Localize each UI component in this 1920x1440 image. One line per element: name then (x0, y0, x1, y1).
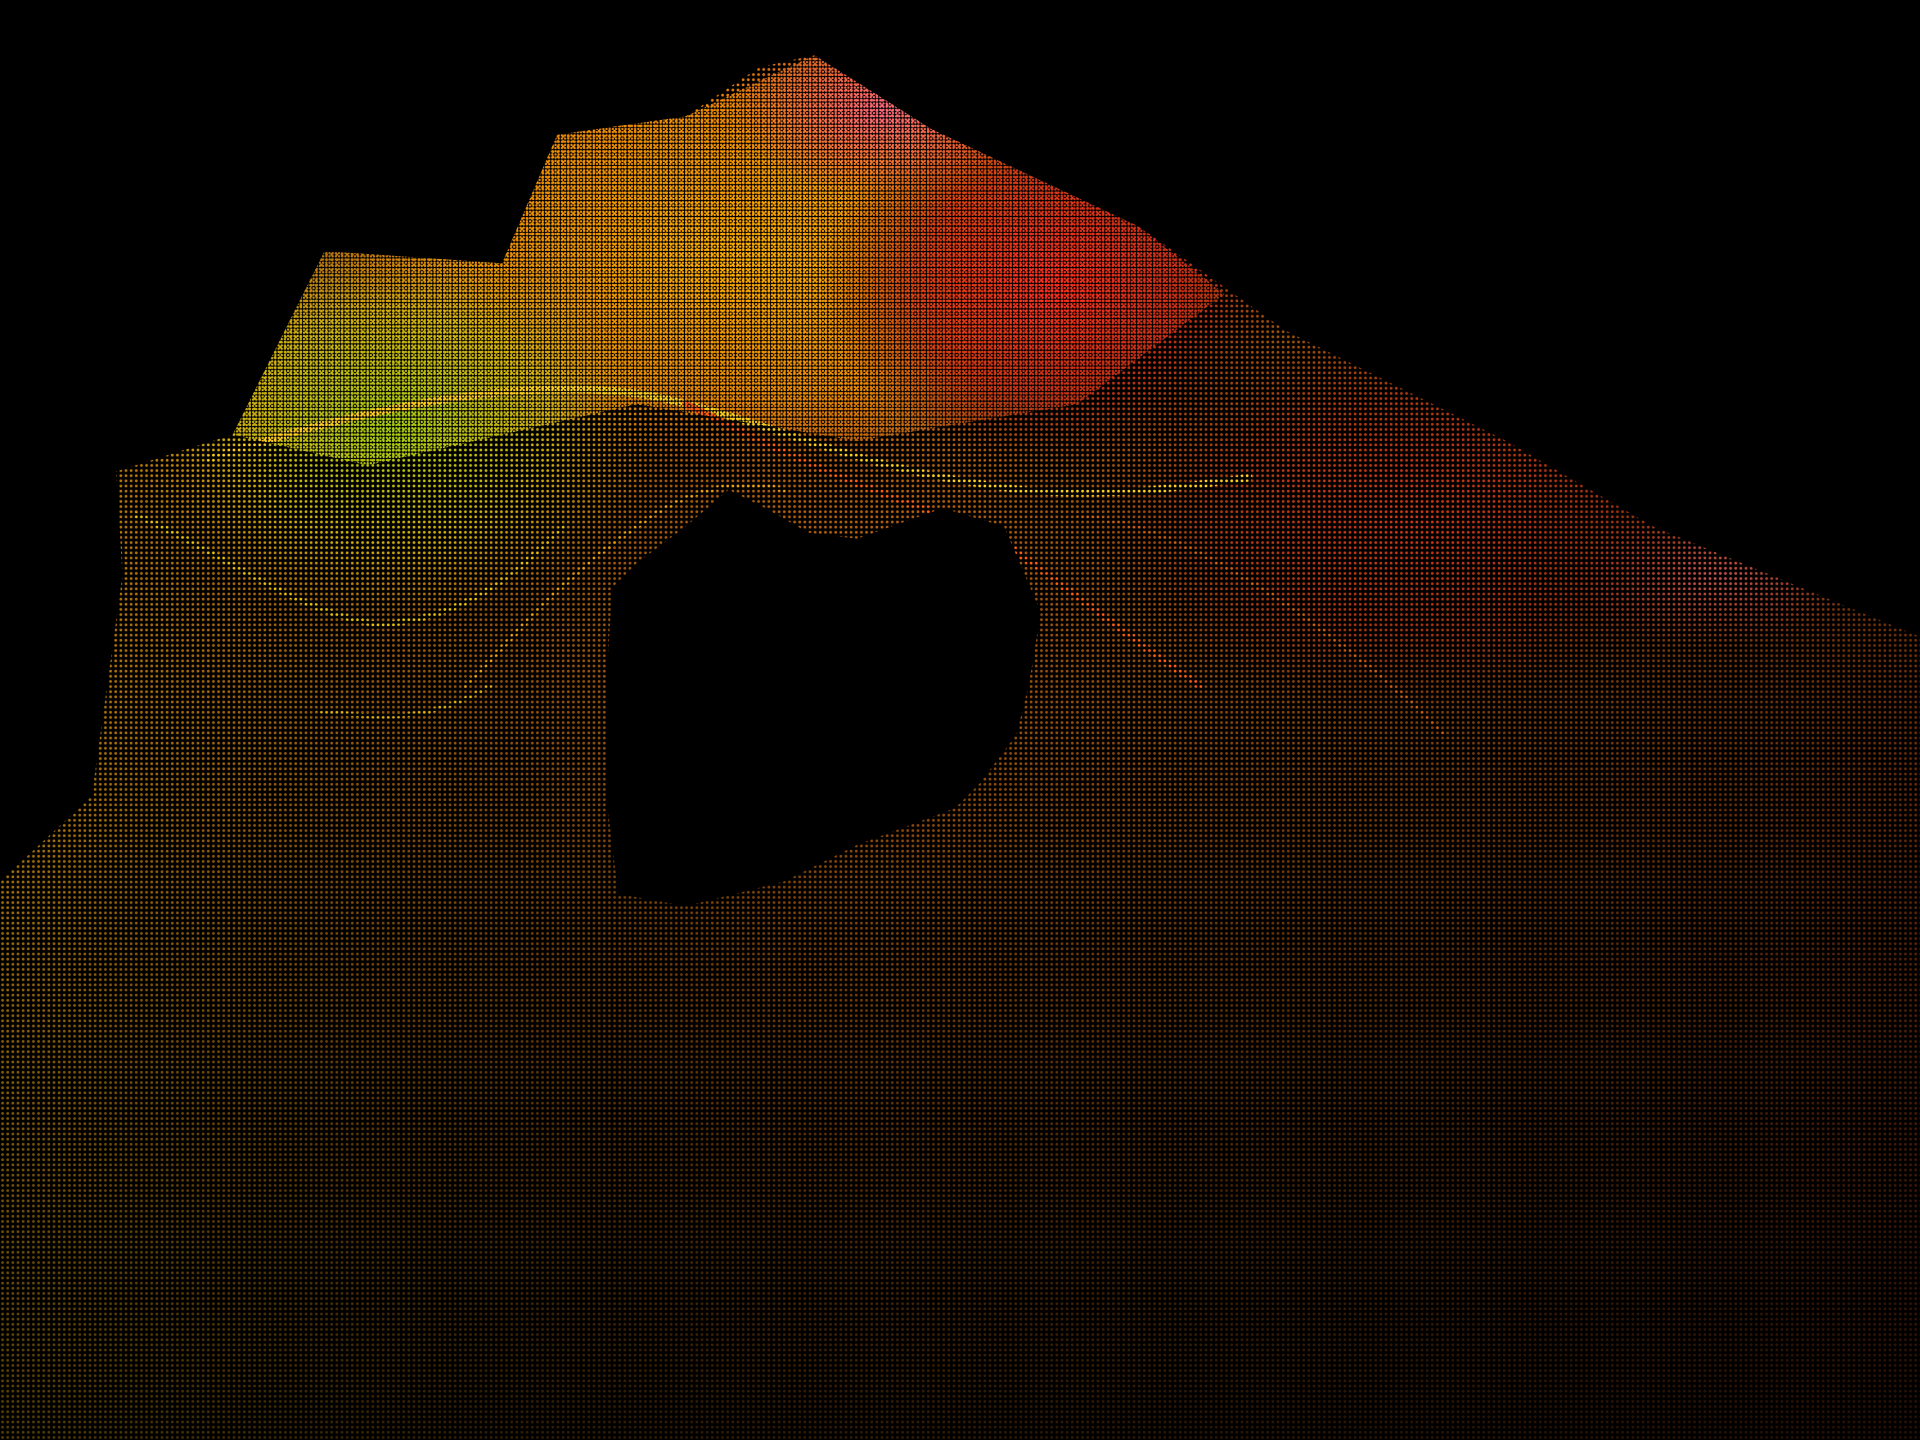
ridge-line (131, 511, 567, 628)
cave-opening (606, 489, 1041, 907)
terrain-shade (0, 734, 1920, 1440)
ridge-line (204, 385, 1253, 497)
ridge-line (462, 482, 787, 689)
ridge-line (315, 683, 493, 719)
ridge-line (1075, 511, 1448, 738)
